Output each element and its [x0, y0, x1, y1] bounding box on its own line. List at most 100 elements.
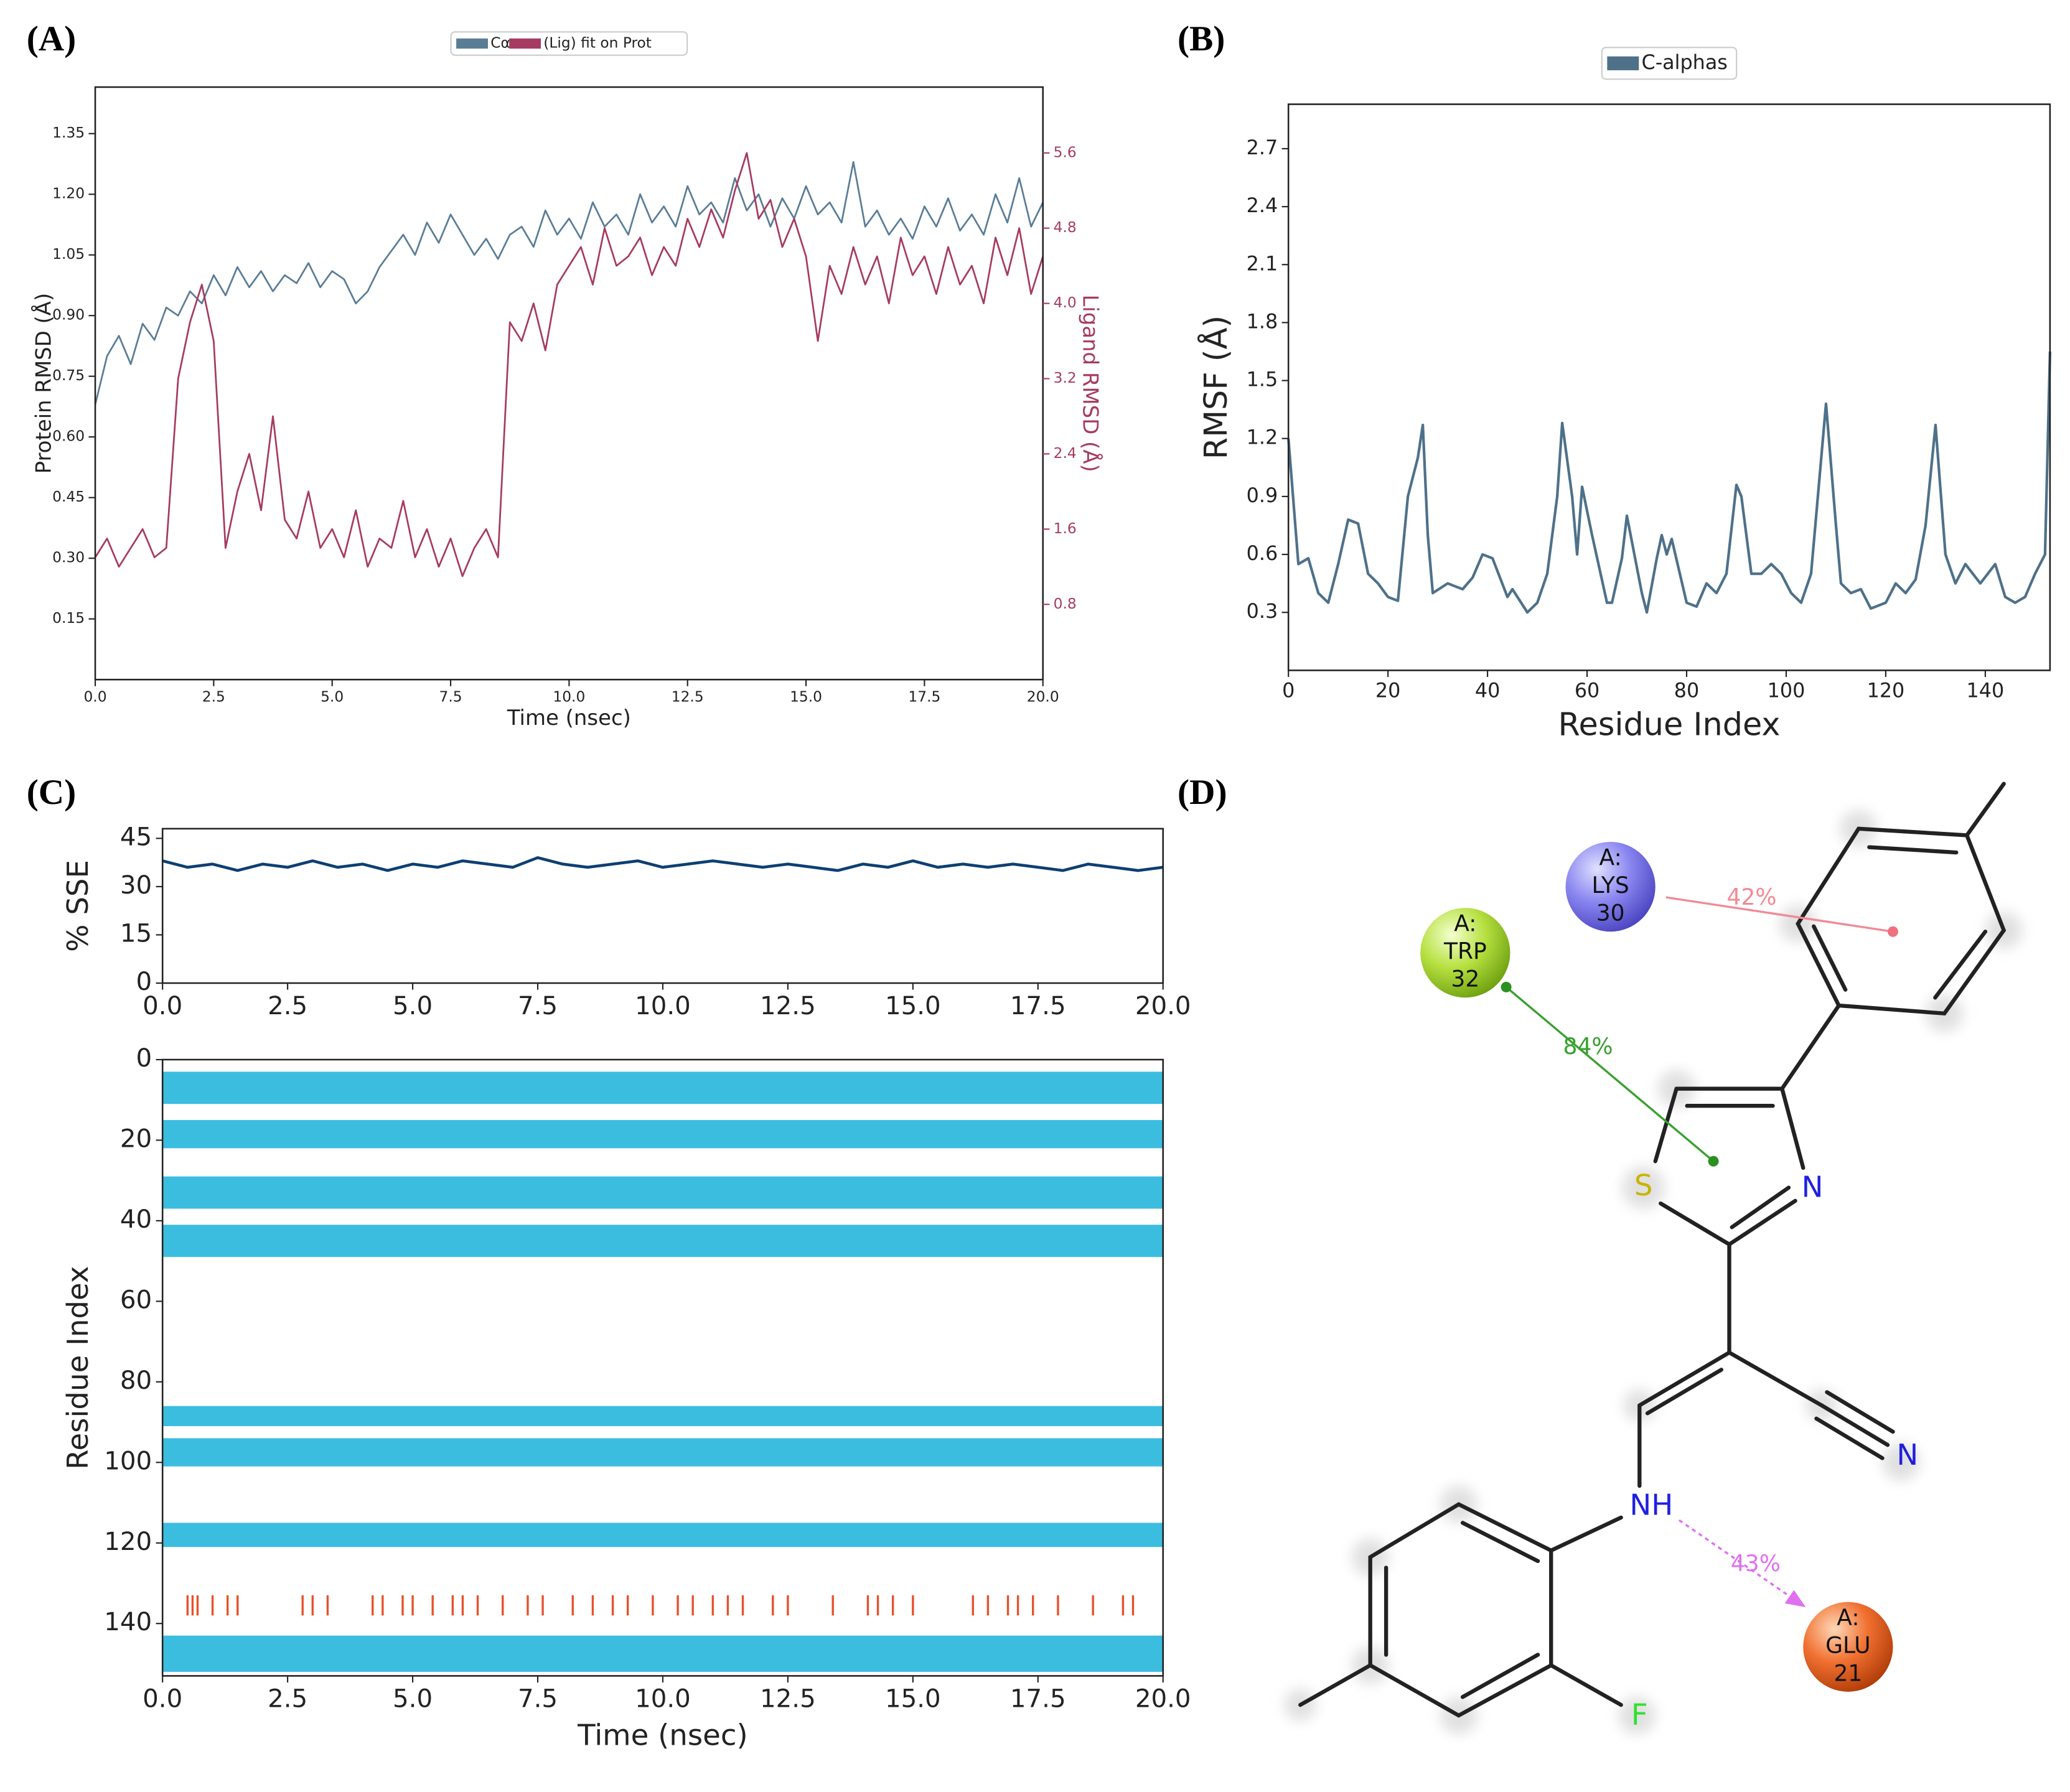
y-axis-label: % SSE — [62, 860, 95, 952]
helix-band — [162, 1071, 1163, 1104]
helix-band — [162, 1176, 1163, 1209]
y2-tick-label: 3.2 — [1054, 370, 1077, 386]
bond — [1645, 1368, 1723, 1416]
helix-band — [162, 1225, 1163, 1258]
bond — [1460, 1521, 1540, 1564]
residue-number: 30 — [1596, 900, 1625, 926]
bond — [1653, 1086, 1679, 1164]
y-tick-label: 40 — [120, 1205, 152, 1234]
y-tick-label: 0.45 — [52, 488, 85, 505]
data-line — [162, 856, 1164, 872]
interaction-line — [1665, 896, 1893, 933]
data-line — [94, 152, 1044, 577]
legend-label: (Lig) fit on Prot — [543, 34, 652, 51]
y-tick-label: 0.3 — [1247, 599, 1278, 623]
helix-band — [162, 1120, 1163, 1149]
interaction-label: 43% — [1731, 1551, 1781, 1577]
x-tick-label: 0.0 — [143, 1684, 182, 1713]
x-tick-label: 60 — [1575, 678, 1599, 702]
y2-tick-label: 1.6 — [1054, 520, 1077, 537]
bond — [1637, 1350, 1731, 1407]
x-tick-label: 12.5 — [760, 1684, 816, 1713]
x-tick-label: 5.0 — [393, 1684, 433, 1713]
x-tick-label: 80 — [1674, 678, 1699, 702]
residue-chain: A: — [1454, 911, 1476, 937]
interaction-point — [1708, 1155, 1719, 1167]
y2-tick-label: 4.0 — [1054, 294, 1077, 311]
x-axis-label: Time (nsec) — [577, 1719, 748, 1752]
x-tick-label: 20.0 — [1027, 689, 1059, 706]
bond — [1727, 1198, 1797, 1247]
y-tick-label: 0.75 — [52, 367, 85, 384]
atom-label: N — [1802, 1170, 1824, 1204]
x-tick-label: 2.5 — [202, 689, 225, 706]
bond — [1819, 1403, 1890, 1447]
y-tick-label: 2.1 — [1247, 251, 1278, 275]
interaction-point — [1888, 926, 1898, 937]
x-tick-label: 2.5 — [268, 1684, 307, 1713]
x-tick-label: 0.0 — [143, 991, 182, 1020]
residue: A: TRP 32 — [1420, 908, 1510, 998]
x-tick-label: 2.5 — [268, 991, 307, 1020]
bond — [1867, 845, 1959, 855]
helix-band — [162, 1635, 1163, 1672]
x-tick-label: 20.0 — [1135, 1684, 1191, 1713]
interaction-point — [1501, 981, 1512, 992]
bond — [1549, 1515, 1623, 1553]
bond — [1298, 1663, 1372, 1707]
x-tick-label: 0 — [1282, 678, 1295, 702]
interaction-label: 42% — [1727, 884, 1777, 910]
legend-box — [1601, 47, 1738, 80]
y-axis-label: RMSF (Å) — [1197, 315, 1235, 459]
bond — [1780, 1003, 1841, 1091]
panel-label: (B) — [1178, 19, 1225, 58]
panel-label: (A) — [27, 19, 76, 58]
y-tick-label: 15 — [120, 918, 152, 948]
y-tick-label: 30 — [120, 870, 152, 900]
y-tick-label: 2.4 — [1247, 194, 1278, 217]
bond — [1730, 1185, 1791, 1230]
data-line — [94, 161, 1044, 405]
residue: A: GLU 21 — [1803, 1602, 1893, 1692]
interaction-line — [1678, 1519, 1799, 1603]
y-tick-label: 1.8 — [1247, 309, 1278, 333]
x-tick-label: 10.0 — [635, 991, 691, 1020]
arrow-head — [1784, 1590, 1806, 1608]
y2-tick-label: 2.4 — [1054, 445, 1077, 462]
ligand-diagram: S N N NH F 42% 84% 43% A: LYS 30 A: TRP … — [1284, 782, 2023, 1734]
x-tick-label: 7.5 — [439, 689, 462, 706]
residue-number: 32 — [1451, 966, 1479, 992]
x-tick-label: 5.0 — [321, 689, 344, 706]
bond — [1659, 1201, 1731, 1247]
x-axis-label: Residue Index — [1558, 707, 1780, 744]
atom-label: N — [1896, 1439, 1918, 1472]
residue-chain: A: — [1837, 1605, 1859, 1631]
panel-label: (C) — [27, 773, 76, 812]
y-tick-label: 0 — [136, 1043, 152, 1073]
legend-swatch — [456, 38, 488, 49]
y-tick-label: 0.30 — [52, 549, 85, 566]
helix-band — [162, 1406, 1163, 1427]
atom-halos — [1284, 810, 2023, 1734]
bond — [1549, 1663, 1623, 1707]
atom-label: F — [1631, 1699, 1648, 1732]
y2-tick-label: 5.6 — [1054, 144, 1077, 161]
x-tick-label: 12.5 — [672, 689, 704, 706]
x-tick-label: 10.0 — [553, 689, 585, 706]
bond — [1825, 1390, 1895, 1434]
residue-chain: A: — [1599, 845, 1622, 871]
atom-label: NH — [1629, 1488, 1673, 1522]
interaction-label: 84% — [1563, 1034, 1613, 1060]
plot-frame — [161, 828, 1164, 984]
atom-label: S — [1634, 1169, 1653, 1203]
x-tick-label: 10.0 — [635, 1684, 691, 1713]
legend-swatch — [1607, 56, 1639, 70]
x-tick-label: 5.0 — [393, 991, 433, 1020]
bond — [1368, 1502, 1553, 1718]
y-tick-label: 0.6 — [1247, 541, 1278, 565]
x-tick-label: 12.5 — [760, 991, 816, 1020]
x-tick-label: 15.0 — [790, 689, 822, 706]
y-tick-label: 120 — [104, 1527, 152, 1556]
y-tick-label: 0.9 — [1247, 483, 1278, 507]
bond — [1460, 1653, 1540, 1699]
